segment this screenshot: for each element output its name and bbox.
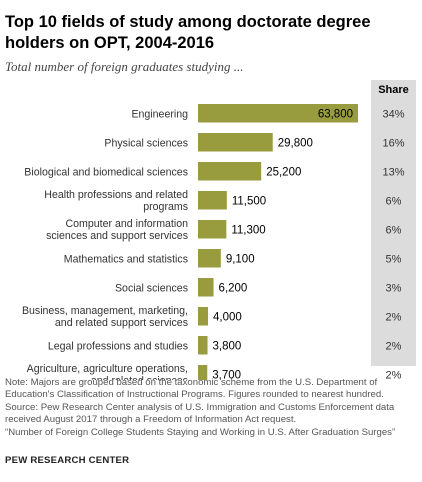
share-label: 34%	[382, 108, 404, 120]
category-label: Engineering	[131, 108, 188, 120]
bar	[198, 220, 227, 239]
value-label: 29,800	[278, 137, 313, 149]
share-label: 13%	[382, 166, 404, 178]
note-line: Education's Classification of Instructio…	[5, 389, 384, 401]
report-title-line: “Number of Foreign College Students Stay…	[5, 426, 396, 438]
chart-title: Top 10 fields of study among doctorate d…	[5, 13, 371, 52]
bar	[198, 307, 209, 326]
value-label: 25,200	[266, 166, 301, 178]
bar	[198, 191, 227, 210]
value-label: 3,800	[213, 340, 242, 352]
bar	[198, 133, 273, 152]
share-label: 2%	[386, 369, 402, 380]
share-panel	[371, 80, 416, 366]
value-label: 3,700	[212, 369, 241, 380]
value-label: 4,000	[213, 311, 242, 323]
footnotes: Note: Majors are grouped based on the ta…	[5, 377, 419, 439]
chart-subtitle: Total number of foreign graduates studyi…	[5, 59, 244, 74]
share-label: 5%	[386, 253, 402, 265]
share-label: 6%	[386, 195, 402, 207]
category-label: Business, management, marketing, and rela…	[22, 305, 188, 329]
category-label: Legal professions and studies	[48, 340, 188, 352]
share-label: 3%	[386, 282, 402, 294]
category-label: Agriculture, agriculture operations,and …	[27, 363, 188, 380]
share-label: 2%	[386, 340, 402, 352]
source-line: received August 2017 through a Freedom o…	[5, 414, 297, 426]
value-label: 63,800	[318, 108, 353, 120]
bar	[198, 162, 262, 181]
bar	[198, 365, 208, 380]
share-label: 2%	[386, 311, 402, 323]
value-label: 11,500	[232, 195, 266, 207]
bar	[198, 249, 221, 268]
note-line: Note: Majors are grouped based on the ta…	[5, 377, 378, 388]
bar-chart: Share 63,800 Engineering 34% 29,800 Physical…	[22, 80, 416, 380]
bar	[198, 336, 208, 355]
category-label: Social sciences	[115, 282, 188, 294]
category-label: Biological and biomedical sciences	[24, 166, 188, 178]
category-label: Mathematics and statistics	[64, 253, 188, 265]
brand-label: PEW RESEARCH CENTER	[5, 455, 130, 466]
value-label: 11,300	[231, 224, 265, 236]
source-line: Source: Pew Research Center analysis of …	[5, 401, 395, 413]
value-label: 9,100	[226, 253, 255, 265]
share-label: 16%	[382, 137, 404, 149]
share-label: 6%	[386, 224, 402, 236]
bar	[198, 104, 358, 123]
category-label: Computer and information sciences and sup…	[46, 218, 188, 242]
bar	[198, 278, 214, 297]
category-label: Health professions and related programs	[44, 189, 188, 213]
share-header: Share	[378, 84, 409, 96]
value-label: 6,200	[219, 282, 248, 294]
category-label: Physical sciences	[104, 137, 188, 149]
